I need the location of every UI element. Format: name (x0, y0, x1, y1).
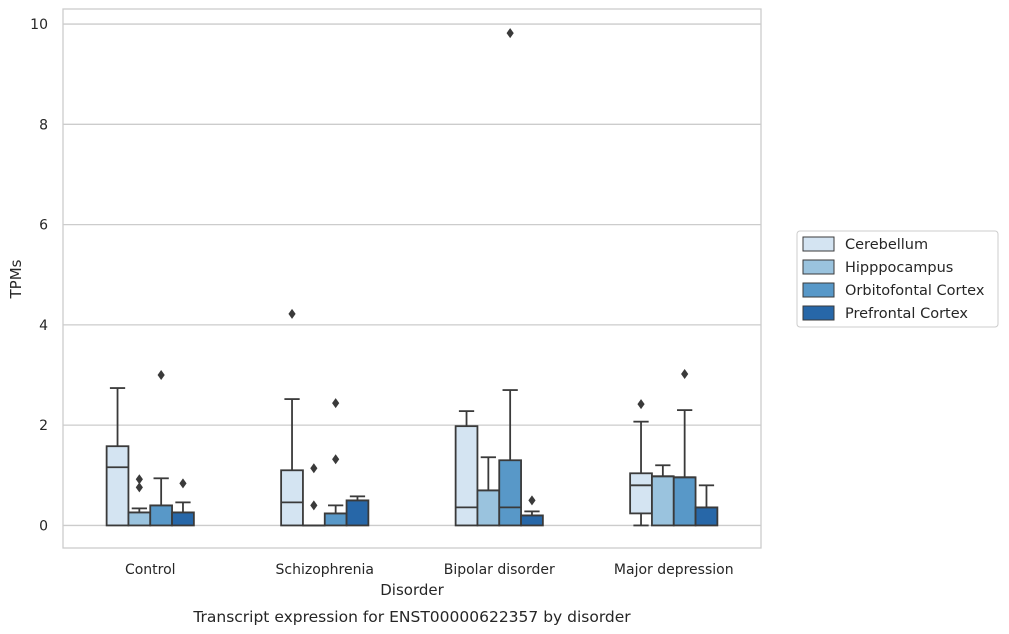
box-body (629, 472, 653, 515)
box-body (672, 476, 697, 527)
box-body (280, 469, 304, 527)
outlier-point (332, 454, 340, 465)
box-body (498, 459, 522, 527)
x-tick-label: Bipolar disorder (444, 562, 555, 578)
box-hipppocampus-3 (651, 464, 675, 527)
box-body (520, 514, 544, 527)
grid-lines (63, 23, 761, 527)
box-body (345, 499, 370, 527)
box-orbitofontal-cortex-1 (323, 398, 348, 527)
outlier-point (135, 474, 143, 485)
box-body (105, 445, 130, 527)
box-prefrontal-cortex-1 (345, 495, 370, 527)
plot-frame (62, 8, 762, 549)
legend-swatch (802, 236, 835, 252)
box-orbitofontal-cortex-0 (149, 370, 173, 527)
box-body (476, 489, 501, 527)
box-body (127, 511, 152, 527)
outlier-point (637, 399, 645, 410)
y-axis-title: TPMs (7, 259, 25, 299)
box-prefrontal-cortex-2 (520, 495, 544, 527)
x-tick-label: Major depression (614, 562, 734, 578)
box-body (694, 506, 719, 527)
box-hipppocampus-2 (476, 456, 501, 527)
box-body (171, 511, 195, 527)
box-hipppocampus-1 (302, 463, 326, 527)
outlier-point (157, 370, 165, 381)
y-tick-label: 2 (39, 418, 48, 434)
legend-swatch (802, 282, 835, 298)
box-hipppocampus-0 (127, 474, 152, 527)
legend-label: Orbitofontal Cortex (845, 283, 985, 299)
box-prefrontal-cortex-3 (694, 484, 719, 527)
box-prefrontal-cortex-0 (171, 478, 195, 527)
y-tick-label: 6 (39, 218, 48, 234)
y-tick-label: 8 (39, 117, 48, 133)
y-tick-label: 0 (39, 518, 48, 534)
legend-label: Cerebellum (845, 237, 928, 253)
box-body (149, 504, 173, 527)
outlier-point (528, 495, 536, 506)
y-tick-label: 4 (39, 318, 48, 334)
outlier-point (506, 28, 514, 39)
box-orbitofontal-cortex-3 (672, 369, 697, 527)
box-body (454, 425, 479, 527)
box-cerebellum-2 (454, 410, 479, 527)
box-orbitofontal-cortex-2 (498, 28, 522, 527)
outlier-point (310, 463, 318, 474)
boxes-layer (105, 28, 719, 527)
y-tick-label: 10 (30, 17, 48, 33)
box-cerebellum-3 (629, 399, 653, 527)
box-body (651, 475, 675, 527)
legend-frame (796, 230, 999, 328)
chart-caption: Transcript expression for ENST0000062235… (192, 608, 631, 626)
box-cerebellum-0 (105, 387, 130, 527)
x-tick-label: Schizophrenia (276, 562, 374, 578)
y-tick-labels: 0 2 4 6 8 10 (30, 17, 48, 534)
legend-label: Hipppocampus (845, 260, 953, 276)
outlier-point (310, 500, 318, 511)
outlier-point (288, 308, 296, 319)
box-body (323, 512, 348, 527)
x-axis-title: Disorder (380, 581, 444, 599)
outlier-point (681, 369, 689, 380)
box-cerebellum-1 (280, 308, 304, 527)
outlier-point (135, 482, 143, 493)
legend-label: Prefrontal Cortex (845, 306, 968, 322)
legend-swatch (802, 305, 835, 321)
outlier-point (179, 478, 187, 489)
outlier-point (332, 398, 340, 409)
legend-swatch (802, 259, 835, 275)
x-tick-labels: Control Schizophrenia Bipolar disorder Majo… (125, 562, 734, 578)
legend: Cerebellum Hipppocampus Orbitofontal Corte… (796, 230, 999, 328)
x-tick-label: Control (125, 562, 176, 578)
